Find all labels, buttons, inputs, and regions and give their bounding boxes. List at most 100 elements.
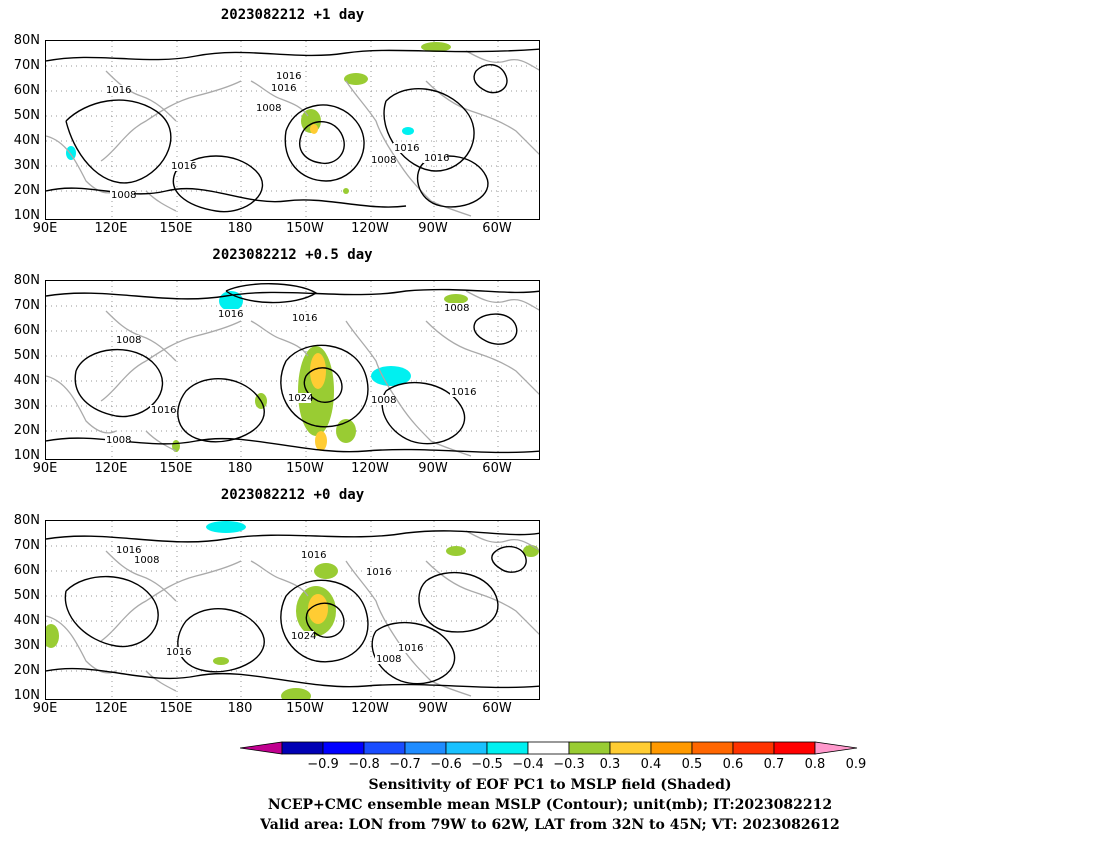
coastline xyxy=(105,310,177,452)
contour-label: 1016 xyxy=(151,405,176,416)
mslp-contour xyxy=(299,121,345,165)
mslp-contour xyxy=(284,104,365,182)
contour-label: 1016 xyxy=(301,550,326,561)
sensitivity-shade xyxy=(308,594,328,624)
contour-label: 1016 xyxy=(218,309,243,320)
sensitivity-shade xyxy=(281,688,311,699)
colorbar-arrow-right xyxy=(814,741,858,755)
mslp-contour xyxy=(381,381,466,445)
contour-label: 1024 xyxy=(288,393,313,404)
contour-label: 1008 xyxy=(444,303,469,314)
mslp-contour xyxy=(225,283,318,304)
lat-label: 30N xyxy=(13,638,40,653)
contour-label: 1008 xyxy=(371,155,396,166)
lat-label: 80N xyxy=(13,513,40,528)
colorbar-tick-label: −0.5 xyxy=(471,757,503,772)
contour-label-bg xyxy=(450,387,474,397)
contour-label-bg xyxy=(165,647,189,657)
sensitivity-shade xyxy=(343,188,349,194)
lat-label: 80N xyxy=(13,273,40,288)
contour-label-bg xyxy=(270,83,294,93)
colorbar-segment xyxy=(404,741,447,755)
panel-title-1: 2023082212 +1 day xyxy=(220,7,365,23)
contour-label-bg xyxy=(290,631,314,641)
sensitivity-shade xyxy=(310,353,326,389)
mslp-contour xyxy=(491,545,527,573)
contour-label-bg xyxy=(115,335,139,345)
mslp-contour xyxy=(303,367,343,403)
lat-label: 80N xyxy=(13,33,40,48)
mslp-contour xyxy=(46,187,407,208)
sensitivity-shade xyxy=(421,42,451,52)
panel-title-2: 2023082212 +0.5 day xyxy=(212,247,373,263)
coastline xyxy=(425,50,539,155)
coastline xyxy=(250,320,472,457)
lon-label: 90W xyxy=(418,461,448,476)
coastline xyxy=(46,80,242,194)
contour-label: 1008 xyxy=(376,654,401,665)
contour-label-bg xyxy=(423,153,447,163)
lat-label: 50N xyxy=(13,588,40,603)
colorbar-tick-label: 0.6 xyxy=(722,757,744,772)
contour-label-bg xyxy=(291,313,315,323)
contour-label: 1016 xyxy=(292,313,317,324)
contour-label: 1008 xyxy=(134,555,159,566)
lon-label: 120W xyxy=(351,461,389,476)
mslp-contour xyxy=(65,99,172,184)
contour-label-bg xyxy=(217,309,241,319)
lon-label: 120E xyxy=(94,221,128,236)
lat-label: 20N xyxy=(13,423,40,438)
sensitivity-shade xyxy=(66,146,76,160)
contour-label-bg xyxy=(255,103,279,113)
colorbar-segment xyxy=(281,741,324,755)
mslp-contour xyxy=(46,48,539,62)
lat-label: 20N xyxy=(13,663,40,678)
lat-label: 10N xyxy=(13,448,40,463)
lon-label: 150E xyxy=(159,461,193,476)
contour-label: 1016 xyxy=(276,71,301,82)
map-panel-2: 1016 1016 1008 1008 1016 1024 1008 1016 1008 xyxy=(45,280,540,460)
mslp-contour xyxy=(305,602,345,638)
sensitivity-shade xyxy=(314,563,338,579)
lat-label: 20N xyxy=(13,183,40,198)
colorbar-segment xyxy=(445,741,488,755)
mslp-contour xyxy=(177,377,265,443)
lat-label: 40N xyxy=(13,613,40,628)
contour-label: 1016 xyxy=(366,567,391,578)
colorbar-segment xyxy=(363,741,406,755)
colorbar-segment xyxy=(486,741,529,755)
mslp-contour xyxy=(418,571,499,633)
map-panel-3: 1016 1008 1016 1016 1016 1024 1008 1016 xyxy=(45,520,540,700)
lat-label: 60N xyxy=(13,83,40,98)
contour-label-bg xyxy=(365,567,389,577)
sensitivity-shade xyxy=(371,366,411,386)
colorbar-tick-label: 0.3 xyxy=(599,757,621,772)
caption-line-2: NCEP+CMC ensemble mean MSLP (Contour); u… xyxy=(267,797,833,813)
lat-label: 60N xyxy=(13,323,40,338)
lat-label: 10N xyxy=(13,208,40,223)
mslp-contour xyxy=(473,313,518,345)
lon-label: 60W xyxy=(482,461,512,476)
contour-label-bg xyxy=(287,393,311,403)
lon-label: 150W xyxy=(286,701,324,716)
lon-label: 150W xyxy=(286,221,324,236)
lat-label: 10N xyxy=(13,688,40,703)
lon-label: 180 xyxy=(227,461,253,476)
sensitivity-shade xyxy=(213,657,229,665)
contour-label-bg xyxy=(105,85,129,95)
contour-label-bg xyxy=(170,161,194,171)
lon-label: 120W xyxy=(351,701,389,716)
contour-label-bg xyxy=(370,395,394,405)
contour-label: 1016 xyxy=(424,153,449,164)
colorbar-segment xyxy=(322,741,365,755)
contour-label-bg xyxy=(133,555,157,565)
lat-label: 40N xyxy=(13,133,40,148)
lat-label: 30N xyxy=(13,158,40,173)
lat-label: 70N xyxy=(13,538,40,553)
colorbar-segment xyxy=(691,741,734,755)
mslp-contour xyxy=(46,288,539,300)
lat-label: 50N xyxy=(13,108,40,123)
contour-label-bg xyxy=(443,303,467,313)
colorbar-tick-label: 0.7 xyxy=(763,757,785,772)
